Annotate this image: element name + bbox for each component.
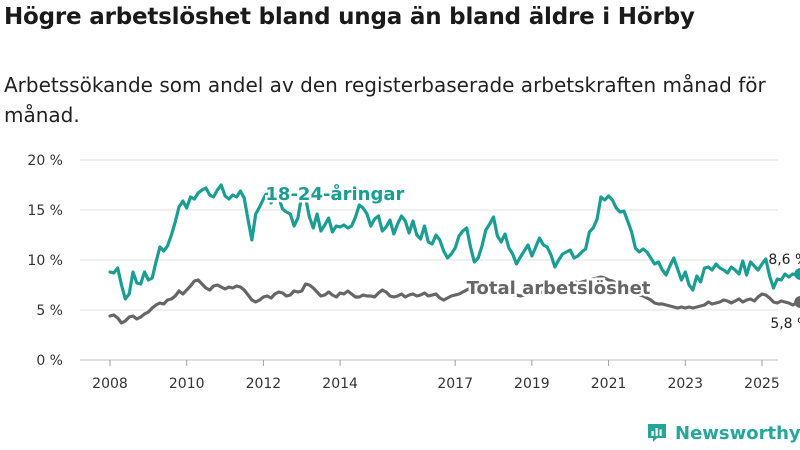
x-tick-label: 2008 [92,376,128,392]
series-label-youth: 18-24-åringar [265,183,404,205]
gridlines [80,159,778,361]
y-tick-label: 15 % [27,203,63,219]
y-tick-label: 0 % [36,353,63,369]
x-axis-ticks: 2008 2010 2012 2014 2017 2019 2021 2023 2025 [92,360,780,392]
x-tick-label: 2014 [322,376,358,392]
brand-logo: Newsworthy [645,420,800,446]
chart-subtitle: Arbetssökande som andel av den registerb… [4,73,766,127]
series-line-1 [108,275,800,325]
x-tick-label: 2019 [514,376,550,392]
chart-title: Högre arbetslöshet bland unga än bland ä… [4,4,695,30]
x-tick-label: 2025 [744,376,780,392]
y-tick-label: 10 % [27,253,63,269]
series-label-total: Total arbetslöshet [467,278,651,299]
series-lines [108,183,800,325]
y-tick-label: 20 % [27,153,63,169]
series-labels: 18-24-åringar Total arbetslöshet 8,6 % 5,8 … [263,181,800,333]
x-tick-label: 2010 [169,376,205,392]
y-tick-label: 5 % [36,303,63,319]
y-axis-ticks: 0 % 5 % 10 % 15 % 20 % [27,153,63,369]
x-tick-label: 2021 [591,376,627,392]
series-end-point-1 [794,296,800,308]
brand-name: Newsworthy [675,422,800,444]
x-tick-label: 2012 [246,376,282,392]
x-tick-label: 2017 [437,376,473,392]
x-tick-label: 2023 [667,376,703,392]
end-value-total: 5,8 % [770,316,800,332]
series-line-0 [108,183,800,301]
series-end-point-0 [794,268,800,280]
end-value-youth: 8,6 % [768,252,800,268]
line-chart: 0 %5 %10 %15 %20 % 2008 2010 2012 2014 2017 2… [27,153,800,392]
newsworthy-logo-icon [648,424,666,442]
